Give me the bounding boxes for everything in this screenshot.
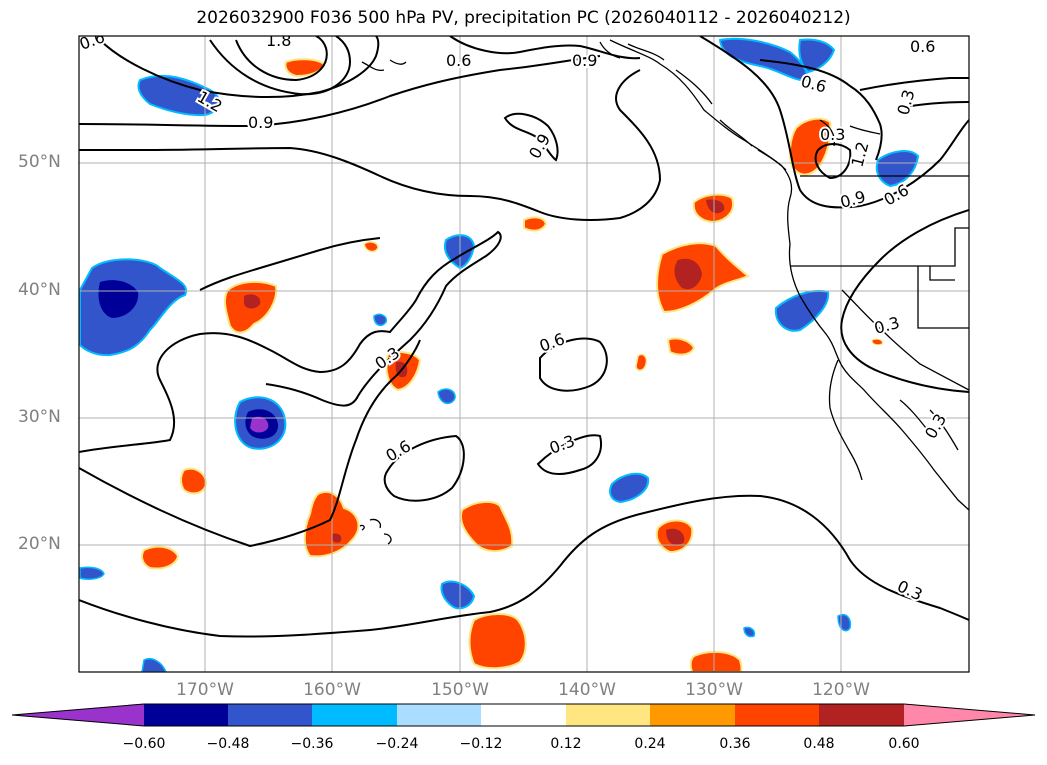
colorbar-tick-label: −0.48 <box>206 736 250 752</box>
colorbar-tick-label: 0.60 <box>888 736 920 752</box>
lat-label: 40°N <box>18 280 61 300</box>
colorbar-tick-label: −0.36 <box>290 736 334 752</box>
contour-label: 0.6 <box>446 51 471 70</box>
contour-label: 0.6 <box>77 27 107 54</box>
colorbar <box>11 703 1036 727</box>
colorbar-extend-right <box>904 704 1035 726</box>
lon-label: 130°W <box>685 680 743 700</box>
precip-positive-areas <box>141 58 883 672</box>
colorbar-tick-label: −0.12 <box>459 736 503 752</box>
contour-label: 0.3 <box>547 431 577 458</box>
colorbar-tick-label: −0.60 <box>122 736 166 752</box>
contour-label: 0.6 <box>537 329 567 356</box>
contour-label: 0.9 <box>248 113 273 132</box>
graticule <box>79 36 969 672</box>
lat-label: 50°N <box>18 152 61 172</box>
colorbar-segment <box>481 704 566 726</box>
lon-label: 160°W <box>303 680 361 700</box>
colorbar-segment <box>312 704 397 726</box>
pv-contours <box>79 36 969 638</box>
contour-label: 1.2 <box>848 140 873 170</box>
lon-label: 150°W <box>431 680 489 700</box>
contour-label: 0.3 <box>894 88 919 118</box>
contour-label: 0.6 <box>910 37 935 56</box>
lon-label: 140°W <box>558 680 616 700</box>
colorbar-tick-label: 0.36 <box>719 736 751 752</box>
colorbar-tick-label: −0.24 <box>375 736 419 752</box>
contour-label: 0.9 <box>525 130 554 162</box>
colorbar-segment <box>566 704 650 726</box>
colorbar-segment <box>650 704 735 726</box>
contour-label: 0.9 <box>572 51 597 70</box>
coastlines <box>359 39 969 545</box>
map-title: 2026032900 F036 500 hPa PV, precipitatio… <box>196 8 851 28</box>
contour-label: 0.3 <box>894 576 925 604</box>
lon-label: 120°W <box>812 680 870 700</box>
colorbar-outline <box>11 703 1036 727</box>
colorbar-segment <box>819 704 904 726</box>
colorbar-tick-label: 0.24 <box>634 736 666 752</box>
contour-label: 0.3 <box>921 410 950 442</box>
contour-label: 0.3 <box>872 313 902 338</box>
lat-label: 30°N <box>18 407 61 427</box>
colorbar-segment <box>735 704 819 726</box>
contour-label: 0.6 <box>383 436 415 465</box>
colorbar-tick-label: 0.12 <box>550 736 582 752</box>
lat-label: 20°N <box>18 534 61 554</box>
colorbar-tick-label: 0.48 <box>803 736 835 752</box>
colorbar-extend-left <box>12 704 144 726</box>
contour-label: 0.9 <box>838 187 868 212</box>
plot-frame <box>78 35 970 673</box>
colorbar-segment <box>144 704 228 726</box>
colorbar-segment <box>397 704 481 726</box>
contour-label: 0.6 <box>799 72 829 97</box>
contour-label: 1.8 <box>266 31 291 50</box>
contour-label: 0.3 <box>820 125 845 144</box>
lon-label: 170°W <box>176 680 234 700</box>
colorbar-segment <box>228 704 312 726</box>
